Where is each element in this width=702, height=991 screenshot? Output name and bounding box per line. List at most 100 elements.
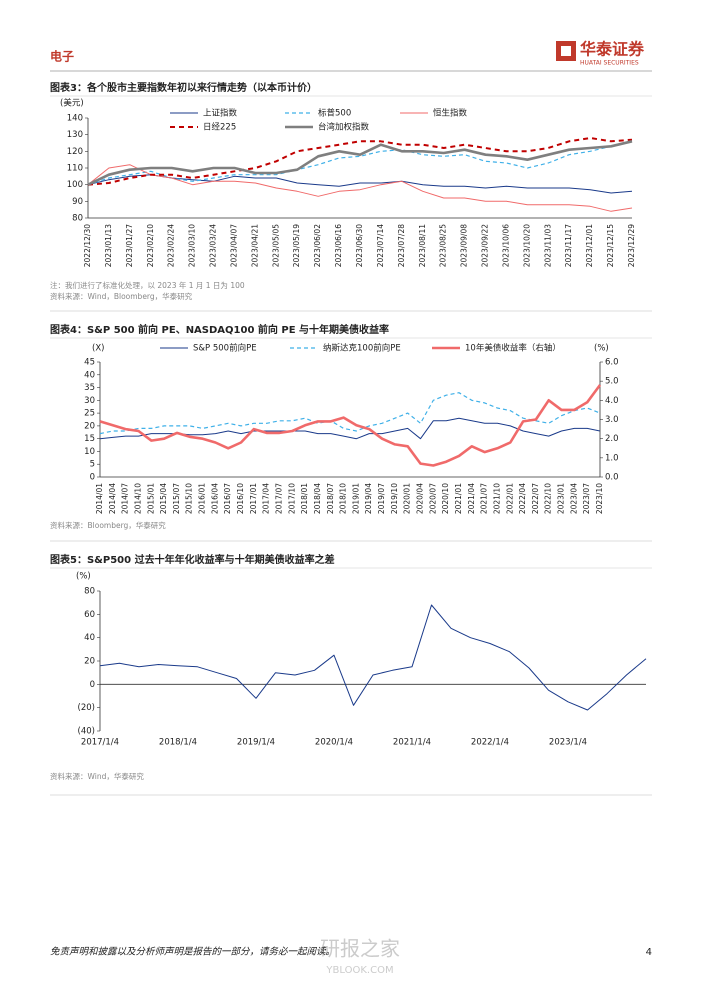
x-tick-label: 2023/07/14 (376, 224, 385, 267)
x-tick-label: 2023/06/30 (355, 224, 364, 267)
x-tick-label: 2019/10 (390, 483, 399, 514)
x-tick-label: 2022/01 (505, 483, 514, 514)
x-tick-label: 2023/02/10 (146, 224, 155, 267)
figure-title: 图表4：S&P 500 前向 PE、NASDAQ100 前向 PE 与十年期美债… (50, 323, 389, 336)
y-tick-label: 110 (67, 164, 83, 174)
y2-tick-label: 5.0 (605, 377, 619, 387)
x-tick-label: 2022/07 (531, 483, 540, 514)
series-line (99, 604, 647, 711)
y-tick-label: 140 (67, 114, 83, 124)
x-tick-label: 2023/03/10 (188, 224, 197, 267)
figure-note: 注：我们进行了标准化处理，以 2023 年 1 月 1 日为 100 (50, 280, 245, 290)
figure-title: 图表3：各个股市主要指数年初以来行情走势（以本币计价） (50, 81, 317, 94)
y-tick-label: 90 (72, 197, 83, 207)
watermark: YBLOOK.COM (325, 965, 393, 976)
y-tick-label: 35 (84, 383, 95, 393)
x-tick-label: 2022/04 (518, 483, 527, 514)
x-tick-label: 2017/1/4 (81, 738, 119, 748)
x-tick-label: 2019/07 (377, 483, 386, 514)
x-tick-label: 2021/04 (467, 483, 476, 514)
y-tick-label: 25 (84, 409, 95, 419)
watermark: 研报之家 (320, 937, 400, 961)
x-tick-label: 2020/10 (441, 483, 450, 514)
logo-icon-inner (561, 46, 571, 56)
x-tick-label: 2023/05/19 (292, 224, 301, 267)
x-tick-label: 2021/07 (480, 483, 489, 514)
figure-note: 资料来源：Bloomberg，华泰研究 (50, 520, 166, 530)
x-tick-label: 2023/04/21 (250, 224, 259, 267)
x-tick-label: 2015/04 (159, 483, 168, 514)
y-tick-label: 15 (84, 434, 95, 444)
x-tick-label: 2023/12/29 (627, 224, 636, 267)
x-tick-label: 2020/01 (403, 483, 412, 514)
series-line (87, 140, 633, 186)
y-tick-label: 20 (84, 421, 95, 431)
x-tick-label: 2016/04 (210, 483, 219, 514)
x-tick-label: 2023/10/06 (501, 224, 510, 267)
x-tick-label: 2021/01 (454, 483, 463, 514)
x-tick-label: 2023/10 (595, 483, 604, 514)
figure-title: 图表5：S&P500 过去十年年化收益率与十年期美债收益率之差 (50, 553, 335, 566)
y-tick-label: 60 (84, 610, 95, 620)
series-line (87, 140, 633, 186)
logo-en: HUATAI SECURITIES (580, 60, 639, 67)
x-tick-label: 2020/04 (416, 483, 425, 514)
y-tick-label: 0 (90, 473, 95, 483)
x-tick-label: 2023/06/16 (334, 224, 343, 267)
y2-tick-label: 3.0 (605, 415, 619, 425)
x-tick-label: 2023/02/24 (167, 224, 176, 267)
y-tick-label: 45 (84, 358, 95, 368)
x-tick-label: 2023/11/17 (564, 224, 573, 267)
y-tick-label: 30 (84, 396, 95, 406)
x-tick-label: 2016/10 (236, 483, 245, 514)
x-tick-label: 2018/01 (300, 483, 309, 514)
y-tick-label: 0 (90, 680, 95, 690)
x-tick-label: 2018/10 (339, 483, 348, 514)
legend-label: 标普500 (318, 108, 351, 119)
y-axis-label: (X) (92, 344, 104, 354)
legend-label: 上证指数 (203, 108, 238, 119)
x-tick-label: 2014/01 (95, 483, 104, 514)
x-tick-label: 2023/06/02 (313, 224, 322, 267)
y2-tick-label: 6.0 (605, 358, 619, 368)
x-tick-label: 2016/07 (223, 483, 232, 514)
x-tick-label: 2015/01 (146, 483, 155, 514)
y2-tick-label: 4.0 (605, 396, 619, 406)
x-tick-label: 2023/01/27 (125, 224, 134, 267)
figure-note: 资料来源：Wind，Bloomberg，华泰研究 (50, 291, 193, 301)
legend-label: 10年美债收益率（右轴） (465, 343, 561, 354)
y2-tick-label: 1.0 (605, 453, 619, 463)
x-tick-label: 2023/12/01 (585, 224, 594, 267)
x-tick-label: 2023/1/4 (549, 738, 587, 748)
x-tick-label: 2023/07/28 (397, 224, 406, 267)
x-tick-label: 2023/05/05 (271, 224, 280, 267)
y-axis-label: (美元) (60, 98, 84, 109)
series-line (99, 392, 601, 435)
x-tick-label: 2023/07 (582, 483, 591, 514)
x-tick-label: 2023/09/08 (460, 224, 469, 267)
series-line (87, 164, 633, 212)
x-tick-label: 2018/07 (326, 483, 335, 514)
y-tick-label: 80 (84, 587, 95, 597)
x-tick-label: 2014/10 (133, 483, 142, 514)
disclaimer: 免责声明和披露以及分析师声明是报告的一部分，请务必一起阅读。 (50, 946, 335, 958)
x-tick-label: 2023/04 (569, 483, 578, 514)
x-tick-label: 2023/08/25 (439, 224, 448, 267)
x-tick-label: 2022/12/30 (83, 224, 92, 267)
y2-axis-label: (%) (594, 344, 609, 354)
x-tick-label: 2019/01 (351, 483, 360, 514)
y-axis-label: (%) (76, 572, 91, 582)
y-tick-label: (20) (78, 703, 95, 713)
figure-note: 资料来源：Wind，华泰研究 (50, 771, 144, 781)
legend-label: S&P 500前向PE (193, 343, 257, 354)
legend-label: 日经225 (203, 122, 236, 133)
x-tick-label: 2023/11/03 (543, 224, 552, 267)
y-tick-label: 40 (84, 633, 95, 643)
y-tick-label: 100 (67, 180, 83, 190)
x-tick-label: 2019/1/4 (237, 738, 275, 748)
series-line (99, 384, 602, 467)
x-tick-label: 2021/10 (492, 483, 501, 514)
x-tick-label: 2018/1/4 (159, 738, 197, 748)
y2-tick-label: 2.0 (605, 434, 619, 444)
